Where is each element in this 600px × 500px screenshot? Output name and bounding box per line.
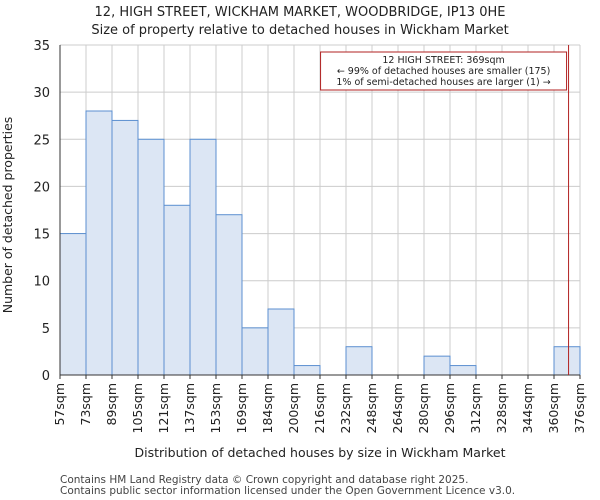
- bars: [59, 110, 581, 376]
- histogram-bar: [215, 214, 243, 376]
- chart-title: 12, HIGH STREET, WICKHAM MARKET, WOODBRI…: [94, 5, 506, 20]
- y-tick-label: 5: [42, 322, 50, 337]
- x-tick-label: 105sqm: [130, 383, 145, 433]
- x-tick-label: 248sqm: [364, 383, 379, 433]
- x-tick-label: 264sqm: [390, 383, 405, 433]
- x-tick-label: 184sqm: [260, 383, 275, 433]
- footer-licence: Contains public sector information licen…: [60, 485, 516, 497]
- x-tick-label: 360sqm: [546, 383, 561, 433]
- annotation-line-3: 1% of semi-detached houses are larger (1…: [336, 77, 550, 88]
- x-tick-label: 296sqm: [442, 383, 457, 433]
- histogram-bar: [449, 365, 477, 376]
- histogram-bar: [267, 308, 295, 376]
- x-tick-label: 216sqm: [312, 383, 327, 433]
- y-axis-label: Number of detached properties: [0, 117, 15, 314]
- chart-subtitle: Size of property relative to detached ho…: [91, 23, 509, 38]
- y-tick-label: 25: [33, 133, 50, 148]
- x-tick-label: 89sqm: [104, 383, 119, 426]
- x-tick-label: 232sqm: [338, 383, 353, 433]
- histogram-bar: [85, 110, 113, 376]
- y-tick-label: 10: [33, 275, 50, 290]
- y-tick-label: 0: [42, 369, 50, 384]
- x-tick-label: 376sqm: [572, 383, 587, 433]
- annotation-box: [320, 51, 568, 91]
- x-tick-label: 73sqm: [78, 383, 93, 426]
- histogram-bar: [423, 355, 451, 376]
- property-marker: 12 HIGH STREET: 369sqm← 99% of detached …: [320, 45, 570, 375]
- annotation-line-2: ← 99% of detached houses are smaller (17…: [337, 66, 550, 77]
- histogram-bar: [345, 346, 373, 376]
- y-tick-label: 30: [33, 86, 50, 101]
- histogram-bar: [241, 327, 269, 376]
- x-tick-label: 137sqm: [182, 383, 197, 433]
- x-tick-label: 344sqm: [520, 383, 535, 433]
- histogram-bar: [553, 346, 581, 376]
- x-tick-label: 200sqm: [286, 383, 301, 433]
- x-axis-label: Distribution of detached houses by size …: [135, 445, 506, 460]
- histogram-bar: [293, 365, 321, 376]
- histogram-bar: [189, 138, 217, 376]
- histogram-bar: [137, 138, 165, 376]
- annotation-line-1: 12 HIGH STREET: 369sqm: [382, 55, 504, 66]
- x-tick-label: 153sqm: [208, 383, 223, 433]
- footer-copyright: Contains HM Land Registry data © Crown c…: [60, 474, 469, 486]
- histogram-bar: [111, 119, 139, 376]
- y-tick-label: 35: [33, 39, 50, 54]
- histogram-bar: [59, 233, 87, 376]
- x-tick-label: 280sqm: [416, 383, 431, 433]
- x-tick-label: 312sqm: [468, 383, 483, 433]
- x-tick-label: 121sqm: [156, 383, 171, 433]
- x-tick-label: 328sqm: [494, 383, 509, 433]
- histogram-bar: [163, 204, 191, 376]
- tick-labels: 0 5 10 15 20 25 30 35 57sqm 73sqm 89sqm 105sqm 121sq…: [33, 39, 587, 433]
- y-tick-label: 15: [33, 228, 50, 243]
- x-tick-label: 169sqm: [234, 383, 249, 433]
- y-tick-label: 20: [33, 180, 50, 195]
- x-tick-label: 57sqm: [52, 383, 67, 426]
